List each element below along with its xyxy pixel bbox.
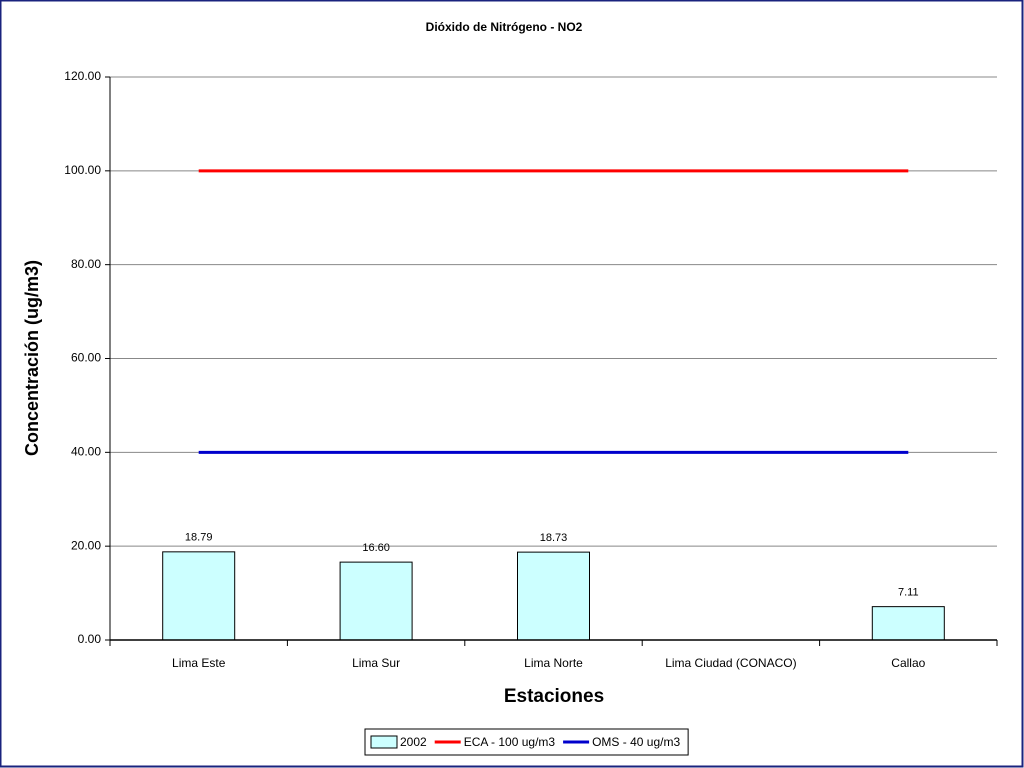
legend-label: OMS - 40 ug/m3	[592, 735, 680, 749]
data-label: 18.79	[185, 532, 213, 544]
x-tick-label: Lima Sur	[352, 656, 400, 670]
y-tick-label: 40.00	[71, 445, 101, 459]
bar	[339, 561, 413, 641]
legend: 2002 ECA - 100 ug/m3 OMS - 40 ug/m3	[364, 728, 689, 756]
x-axis-label: Estaciones	[504, 686, 604, 707]
legend-label: ECA - 100 ug/m3	[464, 735, 556, 749]
y-tick-label: 80.00	[71, 257, 101, 271]
bar	[162, 551, 236, 641]
x-tick-label: Lima Este	[172, 656, 226, 670]
y-tick-label: 120.00	[64, 69, 101, 83]
legend-box	[364, 728, 689, 756]
x-tick-label: Lima Norte	[524, 656, 583, 670]
legend-label: 2002	[400, 735, 427, 749]
bar	[871, 606, 945, 641]
data-label: 7.11	[898, 587, 919, 599]
x-tick-label: Lima Ciudad (CONACO)	[665, 656, 796, 670]
y-tick-label: 100.00	[64, 163, 101, 177]
y-tick-label: 0.00	[78, 632, 102, 646]
legend-swatch	[370, 735, 398, 749]
x-tick-label: Callao	[891, 656, 925, 670]
data-label: 16.60	[362, 542, 390, 554]
bar	[517, 551, 590, 641]
y-tick-label: 20.00	[71, 538, 101, 552]
data-label: 18.73	[540, 532, 568, 544]
y-tick-label: 60.00	[71, 351, 101, 365]
chart-title: Dióxido de Nitrógeno - NO2	[426, 20, 583, 34]
y-axis-label: Concentración (ug/m3)	[22, 260, 42, 456]
